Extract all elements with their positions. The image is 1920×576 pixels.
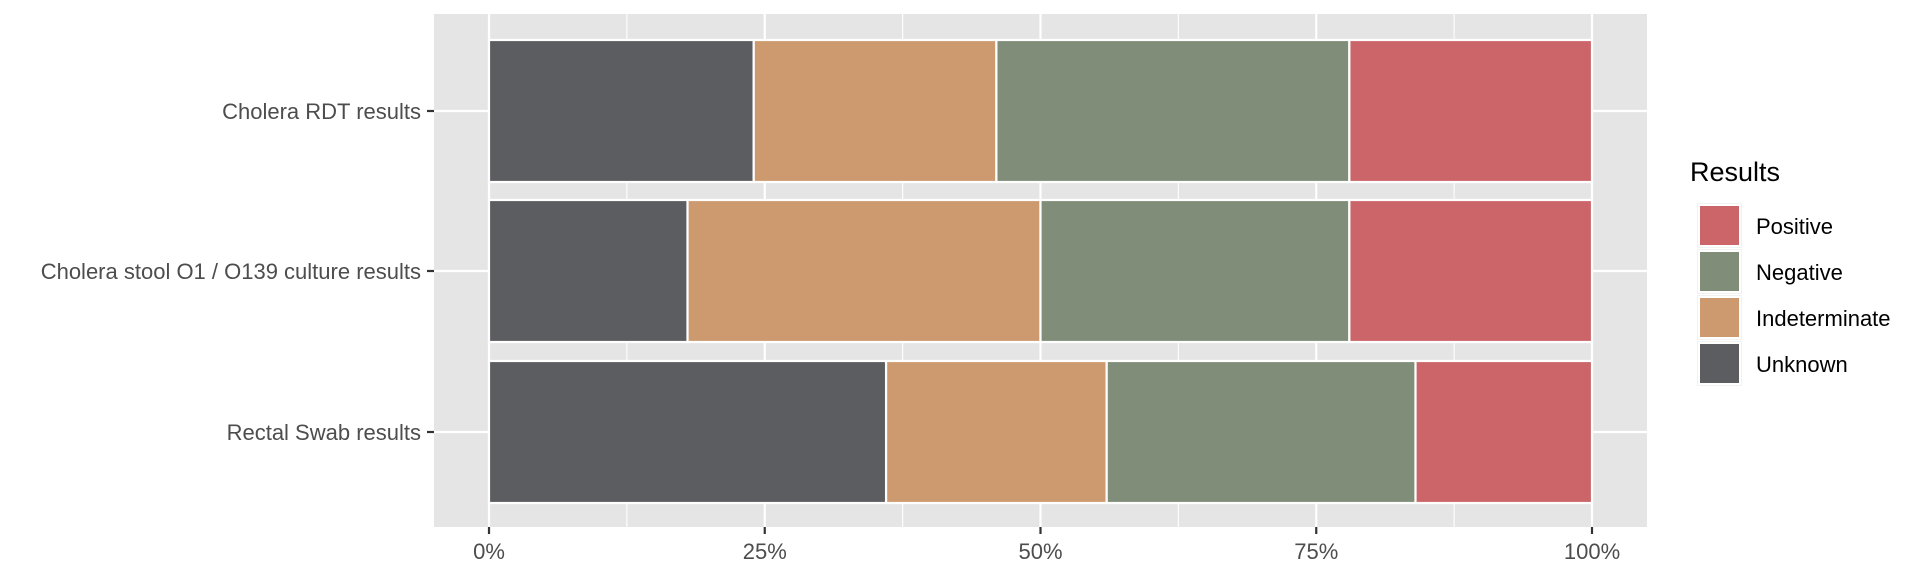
legend-label-unknown: Unknown [1756, 352, 1848, 377]
x-tick-label: 75% [1294, 539, 1338, 564]
x-tick-label: 25% [743, 539, 787, 564]
bars [487, 38, 1594, 505]
category-label: Cholera stool O1 / O139 culture results [41, 259, 421, 284]
bar-indeterminate-1 [686, 198, 1042, 344]
bar-negative-1 [1039, 198, 1351, 344]
bar-negative-2 [1105, 359, 1417, 505]
legend-label-indeterminate: Indeterminate [1756, 306, 1891, 331]
bar-positive-2 [1414, 359, 1594, 505]
bar-negative-0 [995, 38, 1351, 184]
legend-label-positive: Positive [1756, 214, 1833, 239]
bar-indeterminate-2 [884, 359, 1108, 505]
x-tick-label: 50% [1018, 539, 1062, 564]
x-axis: 0% 25% 50% 75% 100% [473, 527, 1620, 564]
bar-positive-1 [1348, 198, 1594, 344]
bar-indeterminate-0 [752, 38, 998, 184]
legend-swatch-indeterminate [1698, 296, 1741, 339]
bar-positive-0 [1348, 38, 1594, 184]
bar-unknown-2 [487, 359, 888, 505]
legend-swatch-positive [1698, 204, 1741, 247]
y-axis: Cholera RDT results Cholera stool O1 / O1… [41, 99, 434, 445]
x-tick-label: 100% [1564, 539, 1620, 564]
bar-unknown-0 [487, 38, 755, 184]
category-label: Cholera RDT results [222, 99, 421, 124]
legend-label-negative: Negative [1756, 260, 1843, 285]
legend-swatch-negative [1698, 250, 1741, 293]
x-tick-label: 0% [473, 539, 505, 564]
legend: Results Positive Negative Indeterminate Unk… [1690, 157, 1891, 386]
legend-swatch-unknown [1698, 342, 1741, 385]
bar-unknown-1 [487, 198, 689, 344]
legend-title: Results [1690, 157, 1780, 187]
category-label: Rectal Swab results [227, 420, 421, 445]
